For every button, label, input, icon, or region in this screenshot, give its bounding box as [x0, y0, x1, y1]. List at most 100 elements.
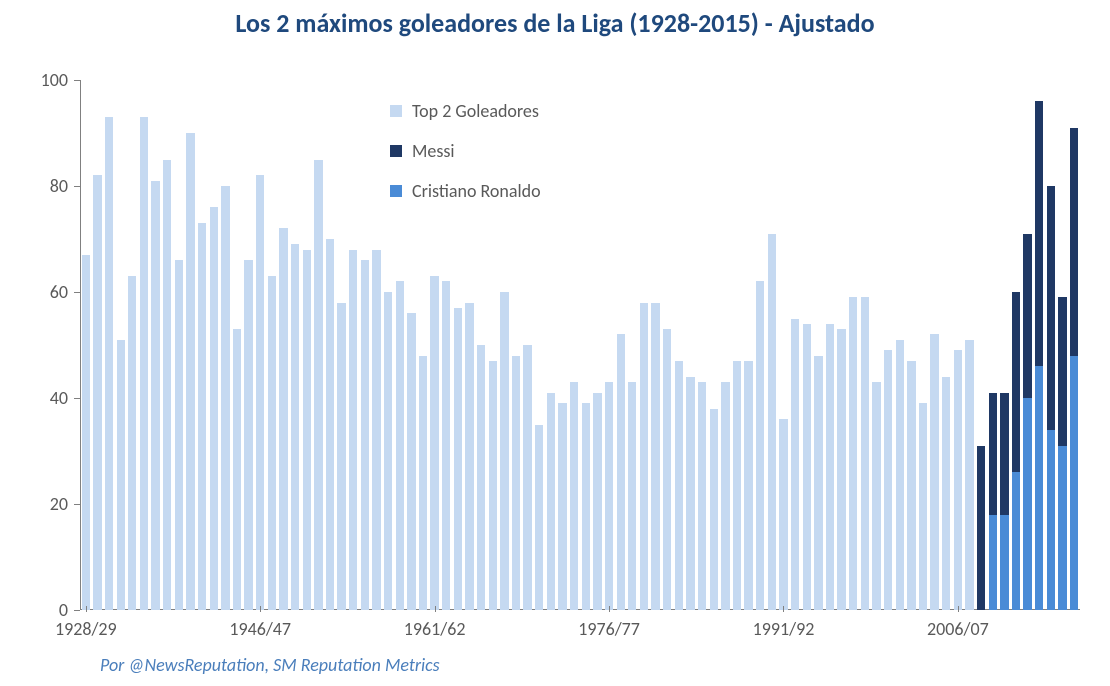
bar-segment-top2	[314, 160, 322, 611]
legend-item: Cristiano Ronaldo	[390, 180, 541, 202]
x-tick-label: 1961/62	[404, 618, 466, 640]
bar	[803, 324, 811, 610]
legend-swatch	[390, 145, 402, 157]
bar	[430, 276, 438, 610]
bar	[919, 403, 927, 610]
bar	[93, 175, 101, 610]
bar-segment-top2	[698, 382, 706, 610]
legend-label: Messi	[412, 140, 455, 162]
x-tick-mark	[609, 606, 610, 612]
bar-segment-top2	[837, 329, 845, 610]
bar-segment-top2	[605, 382, 613, 610]
x-tick-mark	[435, 606, 436, 612]
bar	[1023, 234, 1031, 610]
bar	[233, 329, 241, 610]
bar-segment-messi	[1012, 292, 1020, 472]
bar	[186, 133, 194, 610]
bar	[768, 234, 776, 610]
y-tick-mark	[74, 80, 80, 81]
bar-segment-cristiano	[1035, 366, 1043, 610]
bar-segment-top2	[721, 382, 729, 610]
legend-label: Top 2 Goleadores	[412, 100, 539, 122]
bar	[396, 281, 404, 610]
bar	[698, 382, 706, 610]
bar	[407, 313, 415, 610]
x-tick-mark	[260, 606, 261, 612]
bar-segment-top2	[233, 329, 241, 610]
bar-segment-top2	[651, 303, 659, 610]
bar-segment-top2	[361, 260, 369, 610]
legend: Top 2 Goleadores Messi Cristiano Ronaldo	[390, 100, 541, 220]
bar-segment-top2	[965, 340, 973, 610]
bar	[314, 160, 322, 611]
bar	[244, 260, 252, 610]
bars-layer	[80, 80, 1080, 610]
bar-segment-top2	[896, 340, 904, 610]
bar	[477, 345, 485, 610]
bar-segment-messi	[1023, 234, 1031, 398]
bar-segment-top2	[442, 281, 450, 610]
bar-segment-top2	[942, 377, 950, 610]
bar-segment-top2	[396, 281, 404, 610]
bar	[756, 281, 764, 610]
bar-segment-top2	[140, 117, 148, 610]
bar-segment-cristiano	[1070, 356, 1078, 610]
bar-segment-top2	[779, 419, 787, 610]
bar	[361, 260, 369, 610]
bar	[954, 350, 962, 610]
bar	[907, 361, 915, 610]
bar	[198, 223, 206, 610]
bar	[175, 260, 183, 610]
bar-segment-top2	[291, 244, 299, 610]
bar	[989, 393, 997, 610]
y-tick-mark	[74, 504, 80, 505]
bar	[291, 244, 299, 610]
bar	[570, 382, 578, 610]
bar-segment-messi	[1000, 393, 1008, 515]
bar	[930, 334, 938, 610]
bar-segment-top2	[128, 276, 136, 610]
bar	[349, 250, 357, 610]
bar-segment-messi	[1070, 128, 1078, 356]
bar	[651, 303, 659, 610]
bar-segment-top2	[768, 234, 776, 610]
bar	[1012, 292, 1020, 610]
bar	[419, 356, 427, 610]
bar-segment-top2	[82, 255, 90, 610]
bar-segment-top2	[349, 250, 357, 610]
bar-segment-top2	[849, 297, 857, 610]
bar	[256, 175, 264, 610]
y-tick-label: 40	[50, 387, 68, 409]
bar-segment-messi	[1047, 186, 1055, 430]
bar	[663, 329, 671, 610]
bar-segment-top2	[663, 329, 671, 610]
legend-swatch	[390, 185, 402, 197]
bar-segment-top2	[105, 117, 113, 610]
bar-segment-top2	[489, 361, 497, 610]
bar	[454, 308, 462, 610]
bar-segment-top2	[256, 175, 264, 610]
bar	[721, 382, 729, 610]
bar-segment-top2	[279, 228, 287, 610]
chart-container: Los 2 máximos goleadores de la Liga (192…	[0, 0, 1110, 686]
bar-segment-top2	[710, 409, 718, 610]
bar-segment-top2	[535, 425, 543, 611]
bar	[547, 393, 555, 610]
plot-area	[80, 80, 1080, 610]
bar-segment-top2	[512, 356, 520, 610]
bar-segment-top2	[326, 239, 334, 610]
bar-segment-top2	[198, 223, 206, 610]
bar	[640, 303, 648, 610]
bar-segment-top2	[733, 361, 741, 610]
bar	[500, 292, 508, 610]
bar	[82, 255, 90, 610]
bar-segment-top2	[558, 403, 566, 610]
bar	[826, 324, 834, 610]
bar-segment-top2	[675, 361, 683, 610]
bar	[779, 419, 787, 610]
bar-segment-top2	[744, 361, 752, 610]
x-tick-mark	[958, 606, 959, 612]
bar-segment-cristiano	[989, 515, 997, 610]
bar	[128, 276, 136, 610]
bar-segment-top2	[407, 313, 415, 610]
